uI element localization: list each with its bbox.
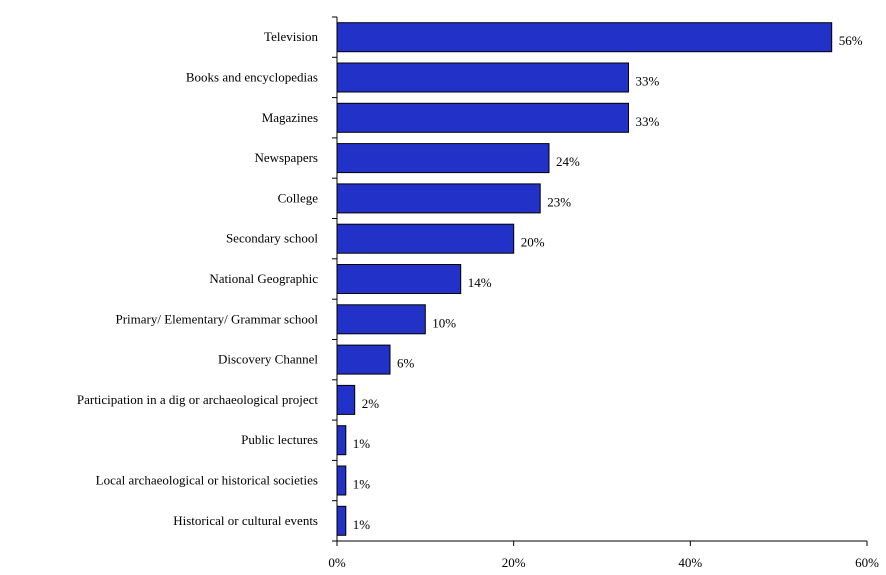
category-label: Magazines — [262, 110, 318, 125]
bar — [336, 143, 550, 174]
bar — [336, 102, 629, 133]
bar — [336, 183, 541, 214]
category-labels: Television Books and encyclopedias Magazin… — [77, 29, 319, 528]
data-label: 1% — [353, 436, 371, 451]
category-label: Historical or cultural events — [173, 513, 318, 528]
bar — [336, 384, 356, 415]
bar — [336, 264, 462, 294]
category-label: Local archaeological or historical socie… — [96, 473, 318, 488]
bar — [336, 304, 426, 335]
bar — [336, 465, 347, 496]
data-label: 20% — [521, 235, 545, 250]
data-label: 2% — [362, 396, 380, 411]
x-tick-label: 60% — [855, 555, 879, 570]
category-label: Participation in a dig or archaeological… — [77, 392, 319, 407]
bar — [336, 425, 347, 456]
axis-ticks — [332, 16, 868, 546]
data-label: 14% — [468, 275, 492, 290]
data-label: 10% — [432, 315, 456, 330]
data-label: 24% — [556, 154, 580, 169]
bar — [336, 505, 347, 536]
x-tick-label: 40% — [678, 555, 702, 570]
bar — [336, 22, 833, 53]
category-label: Public lectures — [241, 432, 318, 447]
data-label: 6% — [397, 356, 415, 371]
data-label: 23% — [547, 194, 571, 209]
category-label: Discovery Channel — [218, 352, 318, 367]
data-label: 33% — [636, 74, 660, 89]
x-tick-label: 0% — [328, 555, 346, 570]
category-label: Secondary school — [226, 231, 318, 246]
bar — [336, 62, 629, 93]
data-labels: 56% 33% 33% 24% 23% 20% 14% 10% 6% 2% 1% 1% 1% — [353, 33, 863, 532]
category-label: College — [278, 190, 319, 205]
data-label: 33% — [636, 114, 660, 129]
axes — [336, 17, 867, 542]
category-label: National Geographic — [209, 271, 318, 286]
category-label: Television — [264, 29, 318, 44]
bar — [336, 344, 391, 375]
data-label: 1% — [353, 517, 371, 532]
category-label: Books and encyclopedias — [186, 70, 318, 85]
category-label: Primary/ Elementary/ Grammar school — [115, 311, 318, 326]
x-tick-label: 20% — [502, 555, 526, 570]
data-label: 1% — [353, 477, 371, 492]
data-label: 56% — [839, 33, 863, 48]
bar — [336, 223, 515, 254]
category-label: Newspapers — [254, 150, 318, 165]
x-tick-labels: 0% 20% 40% 60% — [328, 555, 879, 570]
bars-group — [336, 22, 833, 536]
